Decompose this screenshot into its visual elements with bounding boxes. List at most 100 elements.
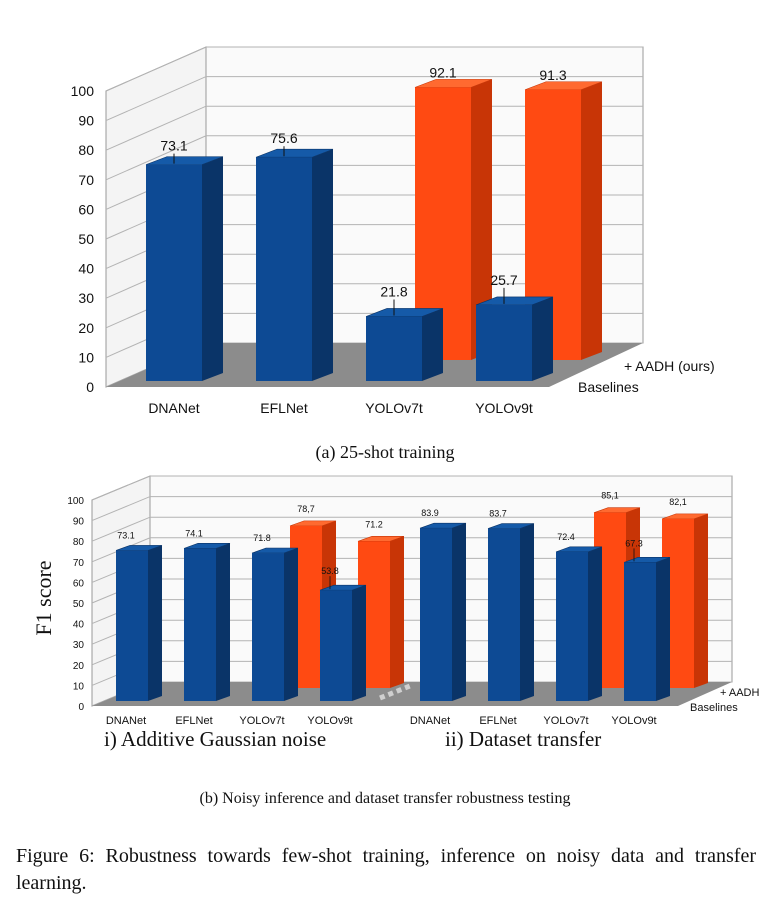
- x-tick-label: EFLNet: [260, 400, 308, 416]
- gridline: [105, 76, 643, 122]
- gridline: [91, 516, 732, 542]
- baseline-bar-side: [284, 548, 298, 701]
- baseline-bar: [319, 584, 367, 701]
- baseline-bar-front: [624, 562, 656, 701]
- x-tick-label: YOLOv9t: [475, 400, 533, 416]
- baseline-data-label: 53.8: [321, 566, 339, 576]
- subplot-i-title: i) Additive Gaussian noise: [104, 727, 327, 751]
- baseline-bar: [365, 308, 444, 381]
- y-tick-label: 40: [73, 620, 85, 631]
- y-tick-label: 80: [78, 142, 94, 158]
- y-axis-label: F1 score: [31, 560, 56, 636]
- baseline-bar-front: [184, 548, 216, 701]
- y-tick-label: 100: [67, 496, 84, 507]
- y-tick-label: 0: [78, 702, 84, 713]
- baseline-bar: [487, 523, 535, 701]
- chart-25-shot: 0 10 20 30 40 50 60 70 80 90 100 DNANet EFLNet YOLOv7…: [71, 46, 715, 416]
- baseline-bar-side: [352, 585, 366, 701]
- baseline-bar-front: [488, 528, 520, 701]
- baseline-bar-side: [422, 308, 443, 381]
- y-tick-label: 50: [73, 599, 85, 610]
- baseline-bar-front: [116, 550, 148, 701]
- baseline-bar-front: [366, 316, 422, 381]
- aadh-bar-side: [694, 513, 708, 688]
- baseline-data-label: 72.4: [557, 532, 575, 542]
- baseline-bar: [419, 522, 467, 701]
- subfigure-a-caption: (a) 25-shot training: [315, 442, 455, 462]
- y-tick-label: 30: [78, 290, 94, 306]
- baseline-bar: [183, 543, 231, 701]
- baseline-bar-front: [252, 553, 284, 701]
- baseline-bar: [115, 545, 163, 701]
- baseline-bar: [555, 546, 603, 701]
- aadh-data-label: 85,1: [601, 491, 619, 501]
- baseline-data-label: 71.8: [253, 533, 271, 543]
- baseline-bar-side: [532, 296, 553, 381]
- x-tick-label: YOLOv9t: [307, 715, 352, 727]
- baseline-data-label: 83.7: [489, 509, 507, 519]
- figure-caption: Figure 6: Robustness towards few-shot tr…: [16, 845, 756, 894]
- aadh-data-label: 78,7: [297, 504, 315, 514]
- y-tick-label: 60: [73, 578, 85, 589]
- y-tick-label: 80: [73, 537, 85, 548]
- baseline-data-label: 75.6: [270, 130, 297, 146]
- baseline-bar: [623, 557, 671, 701]
- aadh-bar-side: [471, 79, 492, 360]
- x-tick-label: YOLOv7t: [365, 400, 423, 416]
- aadh-bar-side: [390, 536, 404, 688]
- y-tick-label: 20: [73, 661, 85, 672]
- baseline-data-label: 74.1: [185, 528, 203, 538]
- x-tick-label: EFLNet: [175, 715, 212, 727]
- x-tick-label: YOLOv7t: [543, 715, 588, 727]
- legend-baselines-label: Baselines: [578, 379, 639, 395]
- x-tick-label: EFLNet: [479, 715, 516, 727]
- baseline-bar: [255, 148, 334, 381]
- gridline: [91, 496, 732, 522]
- x-tick-label: YOLOv7t: [239, 715, 284, 727]
- x-tick-label: DNANet: [410, 715, 450, 727]
- chart-robustness: 0 10 20 30 40 50 60 70 80 90 100 78,7 71.2 73.1 DNANet…: [67, 475, 759, 727]
- y-tick-label: 90: [78, 113, 94, 129]
- baseline-bar-side: [202, 156, 223, 381]
- baseline-data-label: 73.1: [160, 138, 187, 154]
- legend-aadh-label: + AADH (ours): [624, 358, 715, 374]
- baseline-bar: [251, 547, 299, 701]
- baseline-bar-side: [148, 545, 162, 701]
- aadh-data-label: 91.3: [539, 67, 566, 83]
- baseline-bar-side: [216, 543, 230, 701]
- y-tick-label: 70: [78, 172, 94, 188]
- baseline-data-label: 25.7: [490, 272, 517, 288]
- baseline-bar: [475, 296, 554, 381]
- subplot-ii-title: ii) Dataset transfer: [445, 727, 602, 751]
- baseline-bar: [145, 156, 224, 381]
- aadh-data-label: 92.1: [429, 64, 456, 80]
- baseline-bar-front: [146, 164, 202, 381]
- legend-baselines-label: Baselines: [690, 702, 738, 714]
- x-tick-label: DNANet: [148, 400, 199, 416]
- baseline-bar-front: [256, 157, 312, 381]
- y-tick-label: 50: [78, 231, 94, 247]
- y-tick-label: 70: [73, 558, 85, 569]
- y-tick-label: 20: [78, 320, 94, 336]
- y-tick-label: 40: [78, 261, 94, 277]
- baseline-data-label: 73.1: [117, 530, 135, 540]
- baseline-bar-front: [556, 551, 588, 701]
- baseline-bar-front: [420, 528, 452, 701]
- y-tick-label: 60: [78, 201, 94, 217]
- baseline-data-label: 83.9: [421, 508, 439, 518]
- gridline: [91, 475, 732, 501]
- baseline-data-label: 21.8: [380, 283, 407, 299]
- y-tick-label: 0: [86, 379, 94, 395]
- aadh-data-label: 71.2: [365, 519, 383, 529]
- gridline: [91, 537, 732, 563]
- baseline-bar-side: [588, 546, 602, 701]
- y-tick-label: 30: [73, 640, 85, 651]
- x-tick-label: DNANet: [106, 715, 146, 727]
- baseline-bar-side: [452, 523, 466, 701]
- x-tick-label: YOLOv9t: [611, 715, 656, 727]
- baseline-bar-side: [312, 149, 333, 381]
- aadh-data-label: 82,1: [669, 497, 687, 507]
- legend-aadh-label: + AADH: [720, 687, 759, 699]
- aadh-bar-side: [581, 81, 602, 360]
- baseline-bar-side: [656, 557, 670, 701]
